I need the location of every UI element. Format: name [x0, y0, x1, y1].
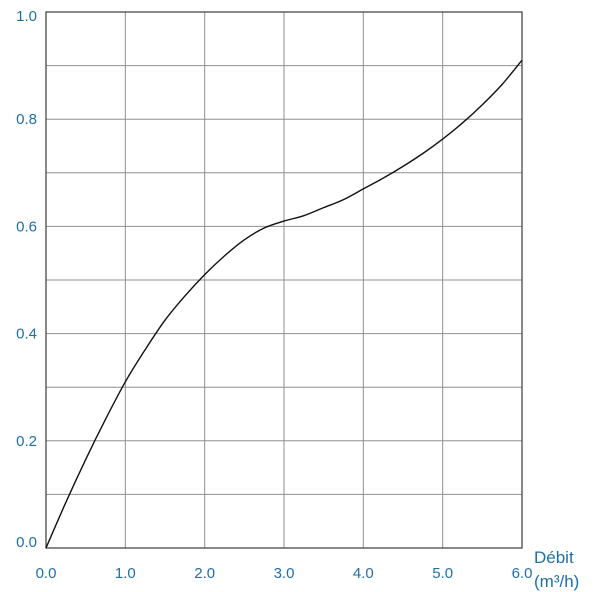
y-tick-label: 0.0	[16, 534, 37, 551]
grid	[45, 11, 523, 549]
y-tick-label: 0.6	[16, 218, 37, 235]
series-line	[45, 59, 523, 549]
x-tick-label: 1.0	[115, 565, 136, 582]
x-tick-label: 5.0	[432, 565, 453, 582]
x-tick-label: 2.0	[194, 565, 215, 582]
x-tick-label: 3.0	[274, 565, 295, 582]
y-tick-label: 1.0	[16, 8, 37, 25]
x-axis-title: Débit	[534, 548, 574, 567]
x-tick-label: 6.0	[512, 565, 533, 582]
y-tick-label: 0.2	[16, 433, 37, 450]
y-tick-label: 0.4	[16, 326, 37, 343]
x-tick-label: 4.0	[353, 565, 374, 582]
y-tick-label: 0.8	[16, 111, 37, 128]
plot-frame	[45, 11, 523, 549]
x-axis-unit: (m³/h)	[534, 572, 579, 591]
x-tick-label: 0.0	[36, 565, 57, 582]
tick-labels: 0.0 1.0 2.0 3.0 4.0 5.0 6.0 0.0 0.2 0.4 0.6 0.8 1.0	[16, 8, 532, 582]
